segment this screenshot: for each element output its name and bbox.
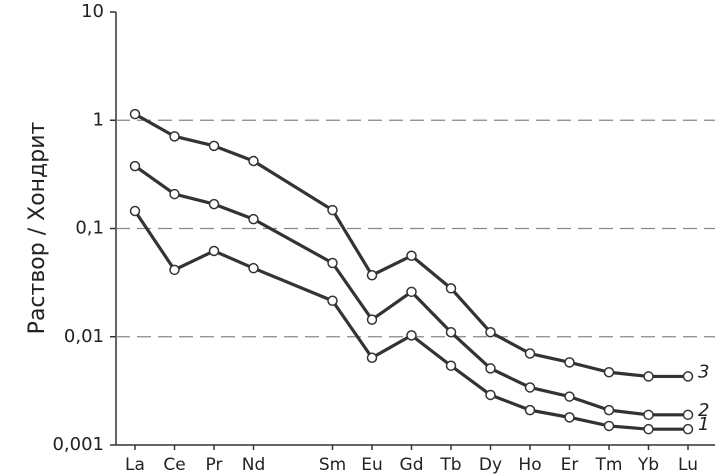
data-point [643, 371, 654, 382]
data-point [169, 188, 180, 200]
y-tick-label: 1 [93, 109, 104, 130]
x-tick-label: Er [561, 455, 579, 475]
y-tick-label: 0,001 [52, 434, 104, 455]
data-point [366, 269, 378, 281]
data-point [327, 295, 338, 307]
data-point [564, 357, 575, 368]
data-point [248, 213, 259, 225]
data-point [366, 314, 378, 325]
data-point [406, 250, 417, 262]
data-point [248, 155, 259, 167]
x-tick-label: Ce [163, 455, 185, 475]
data-point [682, 409, 694, 421]
y-axis-title: Раствор / Хондрит [25, 121, 50, 334]
data-point [524, 404, 536, 416]
data-point [603, 420, 615, 432]
x-tick-label: Tm [595, 455, 623, 475]
series-line [134, 164, 688, 417]
data-point [327, 257, 338, 269]
data-point [208, 245, 220, 257]
data-point [129, 205, 141, 217]
data-point [169, 131, 180, 142]
series-label: 3 [698, 361, 709, 382]
data-point [485, 363, 496, 374]
data-point [603, 366, 615, 378]
x-tick-label: Gd [400, 455, 424, 475]
data-point [485, 389, 496, 401]
series-line [133, 210, 688, 431]
x-tick-label: Yb [637, 455, 659, 475]
x-tick-label: Ho [518, 455, 541, 475]
data-point [366, 352, 378, 363]
data-point [524, 382, 536, 393]
data-point [445, 327, 457, 338]
data-point [445, 283, 457, 294]
data-point [682, 423, 694, 435]
x-tick-label: Eu [361, 455, 383, 475]
data-point [169, 264, 180, 276]
x-tick-label: Nd [242, 455, 266, 475]
data-point [406, 330, 417, 341]
data-point [406, 286, 417, 298]
x-tick-label: Lu [678, 455, 698, 475]
series-line [134, 112, 688, 379]
data-point [564, 412, 575, 423]
y-tick-label: 0,1 [75, 218, 104, 239]
series-label: 2 [698, 400, 709, 421]
x-tick-label: La [125, 455, 145, 475]
data-point [129, 108, 141, 120]
series-label: 1 [698, 414, 709, 435]
data-point [564, 391, 575, 402]
data-point [643, 423, 654, 435]
y-tick-label: 10 [81, 1, 104, 22]
x-tick-label: Dy [479, 455, 502, 475]
data-point [208, 198, 220, 210]
data-point [643, 409, 654, 421]
x-tick-label: Tb [439, 455, 461, 475]
y-tick-label: 0,01 [64, 326, 104, 347]
data-point [129, 160, 141, 172]
x-tick-label: Pr [206, 455, 223, 475]
data-point [445, 360, 457, 371]
x-tick-label: Sm [319, 455, 346, 475]
data-point [248, 262, 259, 274]
data-point [208, 140, 220, 152]
data-point [603, 404, 615, 416]
data-point [524, 348, 536, 359]
data-point [682, 371, 694, 382]
data-point [485, 327, 496, 338]
data-point [327, 204, 338, 216]
